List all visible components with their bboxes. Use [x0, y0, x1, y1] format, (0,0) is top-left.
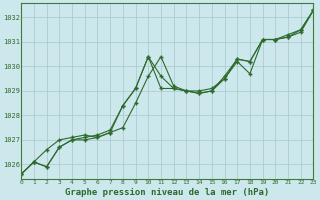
X-axis label: Graphe pression niveau de la mer (hPa): Graphe pression niveau de la mer (hPa): [65, 188, 269, 197]
